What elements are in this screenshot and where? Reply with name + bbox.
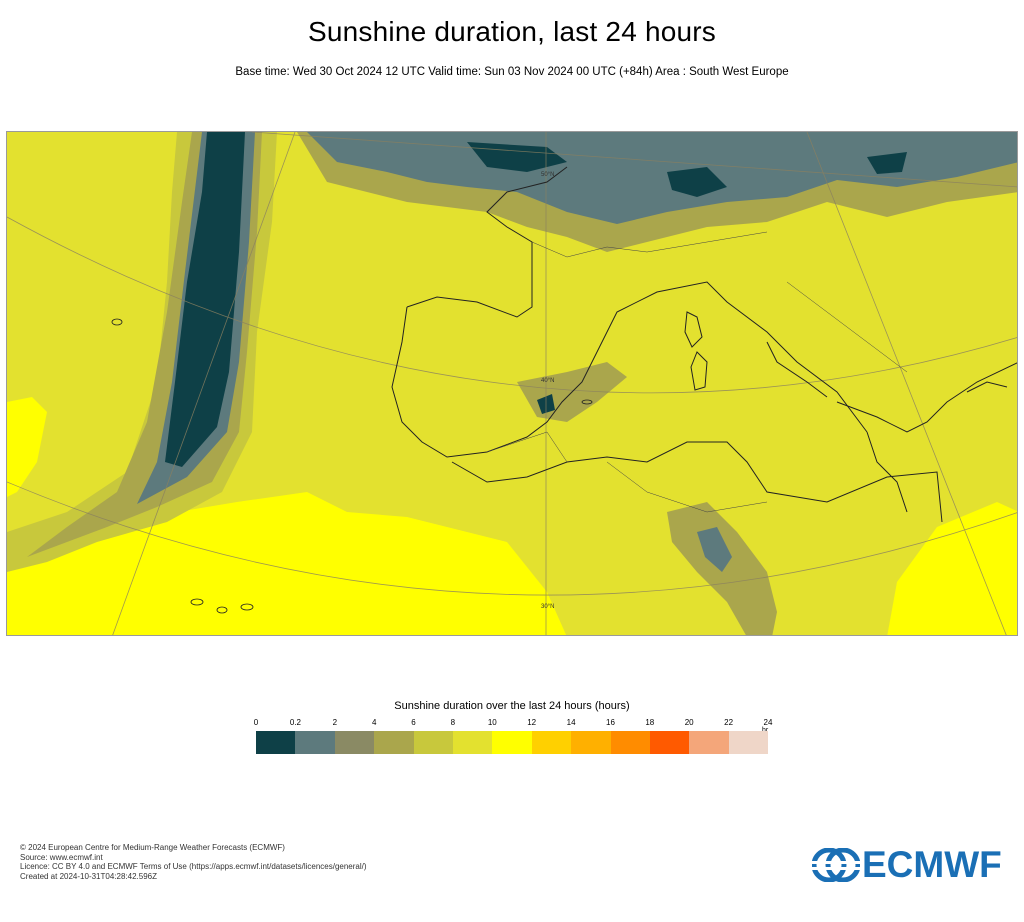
legend-tick: 16 [606,718,615,727]
islands [111,318,593,614]
legend-color-segment [256,731,296,754]
legend-tick: 18 [645,718,655,727]
map-canvas: 40°N 30°N 50°N [7,132,1017,635]
legend-color-segment [531,731,572,754]
cloud-patch-africa-core [697,527,732,572]
legend-tick: 12 [527,718,537,727]
ecmwf-logo: ECMWF [812,844,1008,886]
legend-color-segment [295,731,335,754]
legend-color-segment [728,731,769,754]
copyright-line: © 2024 European Centre for Medium-Range … [20,843,285,852]
legend-tick: 0.2 [289,718,301,727]
legend-tick: 10 [487,718,497,727]
cloud-core-atlantic [165,132,245,467]
source-line: Source: www.ecmwf.int [20,852,103,862]
sunshine-band-se [887,502,1017,635]
legend-color-segment [649,731,690,754]
created-line: Created at 2024-10-31T04:28:42.596Z [20,871,157,881]
legend-ticks: 0 0.2 2 4 6 8 10 12 14 16 18 20 22 24 [253,718,776,730]
legend-tick: 6 [411,718,416,727]
cloud-core-north-2 [667,167,727,197]
legend-tick: 8 [450,718,456,727]
legend-color-segment [610,731,650,754]
legend-color-segment [374,731,414,754]
legend-color-segment [413,731,453,754]
footer-credits: © 2024 European Centre for Medium-Range … [20,843,367,881]
legend-color-segment [334,731,375,754]
logo-text: ECMWF [862,844,1002,885]
legend-colorbar [256,731,769,754]
borders [486,231,908,513]
graticule [7,132,1017,635]
gridline-label-40n: 40°N [541,378,554,384]
sunshine-band-sw [7,397,47,497]
legend-tick: 20 [684,718,694,727]
legend-tick: 14 [566,718,576,727]
licence-line: Licence: CC BY 4.0 and ECMWF Terms of Us… [20,862,367,872]
legend-tick: 4 [371,718,377,727]
ecmwf-logo-icon [812,848,860,882]
legend-title: Sunshine duration over the last 24 hours… [394,700,630,712]
legend-color-segment [492,731,532,754]
gridline-label-50n: 50°N [541,172,554,178]
legend-tick: 24 [763,718,773,727]
forecast-map: 40°N 30°N 50°N [6,131,1018,636]
legend-tick: 22 [724,718,734,727]
chart-subtitle: Base time: Wed 30 Oct 2024 12 UTC Valid … [235,66,789,78]
chart-title: Sunshine duration, last 24 hours [308,16,716,47]
cloud-core-north-3 [867,152,907,174]
legend-tick: 0 [253,718,259,727]
legend-color-segment [452,731,493,754]
legend-color-segment [571,731,611,754]
gridline-label-30n: 30°N [541,604,554,610]
legend-unit: hr [762,727,768,734]
legend-tick: 2 [332,718,338,727]
legend-color-segment [689,731,729,754]
